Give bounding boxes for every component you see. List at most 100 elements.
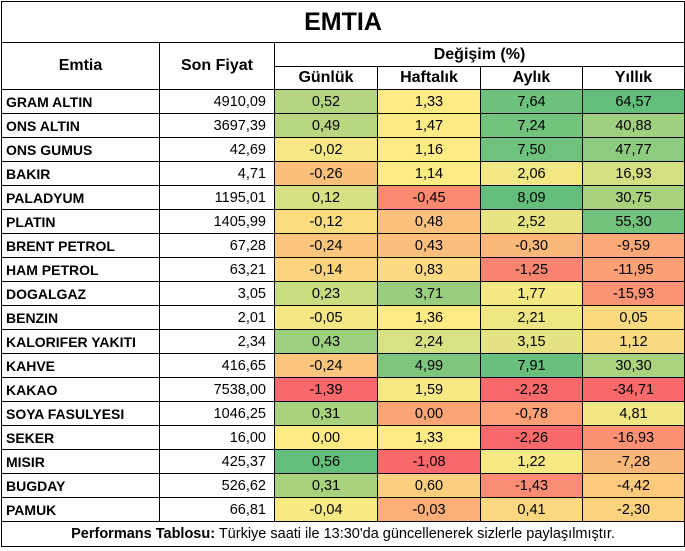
price-cell: 42,69 <box>159 137 275 162</box>
weekly-change-cell: 1,59 <box>377 377 481 402</box>
yearly-change-cell: -16,93 <box>581 425 685 450</box>
monthly-change-cell: -0,78 <box>480 401 583 426</box>
price-cell: 4910,09 <box>159 89 275 114</box>
commodity-name-cell: HAM PETROL <box>1 257 160 282</box>
price-cell: 16,00 <box>159 425 275 450</box>
daily-change-cell: -1,39 <box>274 377 378 402</box>
col-header-gunluk: Günlük <box>274 66 378 90</box>
yearly-change-cell: 4,81 <box>581 401 685 426</box>
table-row: BAKIR 4,71 -0,26 1,14 2,06 16,93 <box>1 161 685 186</box>
table-row: SOYA FASULYESI 1046,25 0,31 0,00 -0,78 4,81 <box>1 401 685 426</box>
monthly-change-cell: -1,43 <box>480 473 583 498</box>
monthly-change-cell: 2,52 <box>480 209 583 234</box>
price-cell: 416,65 <box>159 353 275 378</box>
monthly-change-cell: 8,09 <box>480 185 583 210</box>
price-cell: 2,01 <box>159 305 275 330</box>
commodity-name-cell: KAKAO <box>1 377 160 402</box>
yearly-change-cell: 30,75 <box>581 185 685 210</box>
table-row: SEKER 16,00 0,00 1,33 -2,26 -16,93 <box>1 425 685 450</box>
yearly-change-cell: -7,28 <box>581 449 685 474</box>
commodity-name-cell: ONS GUMUS <box>1 137 160 162</box>
table-row: KAKAO 7538,00 -1,39 1,59 -2,23 -34,71 <box>1 377 685 402</box>
yearly-change-cell: -15,93 <box>581 281 685 306</box>
monthly-change-cell: -2,26 <box>480 425 583 450</box>
commodity-name-cell: BAKIR <box>1 161 160 186</box>
weekly-change-cell: 0,83 <box>377 257 481 282</box>
table-row: PLATIN 1405,99 -0,12 0,48 2,52 55,30 <box>1 209 685 234</box>
commodity-name-cell: DOGALGAZ <box>1 281 160 306</box>
yearly-change-cell: 1,12 <box>581 329 685 354</box>
commodity-name-cell: BUGDAY <box>1 473 160 498</box>
commodity-name-cell: KALORIFER YAKITI <box>1 329 160 354</box>
table-row: BUGDAY 526,62 0,31 0,60 -1,43 -4,42 <box>1 473 685 498</box>
price-cell: 1405,99 <box>159 209 275 234</box>
table-footer: Performans Tablosu: Türkiye saati ile 13… <box>0 521 685 547</box>
col-header-emtia: Emtia <box>1 42 160 90</box>
weekly-change-cell: 1,33 <box>377 89 481 114</box>
yearly-change-cell: 30,30 <box>581 353 685 378</box>
weekly-change-cell: 1,36 <box>377 305 481 330</box>
col-header-aylik: Aylık <box>480 66 583 90</box>
table-title: EMTIA <box>0 1 685 43</box>
weekly-change-cell: 0,43 <box>377 233 481 258</box>
commodity-name-cell: PLATIN <box>1 209 160 234</box>
monthly-change-cell: -2,23 <box>480 377 583 402</box>
col-header-yillik: Yıllık <box>581 66 685 90</box>
monthly-change-cell: 7,91 <box>480 353 583 378</box>
table-row: PALADYUM 1195,01 0,12 -0,45 8,09 30,75 <box>1 185 685 210</box>
weekly-change-cell: -0,45 <box>377 185 481 210</box>
col-header-haftalik: Haftalık <box>377 66 481 90</box>
weekly-change-cell: -0,03 <box>377 497 481 522</box>
daily-change-cell: 0,43 <box>274 329 378 354</box>
daily-change-cell: 0,49 <box>274 113 378 138</box>
table-row: BENZIN 2,01 -0,05 1,36 2,21 0,05 <box>1 305 685 330</box>
price-cell: 3697,39 <box>159 113 275 138</box>
table-row: KAHVE 416,65 -0,24 4,99 7,91 30,30 <box>1 353 685 378</box>
daily-change-cell: 0,12 <box>274 185 378 210</box>
monthly-change-cell: 1,22 <box>480 449 583 474</box>
weekly-change-cell: 4,99 <box>377 353 481 378</box>
commodity-name-cell: GRAM ALTIN <box>1 89 160 114</box>
daily-change-cell: 0,31 <box>274 401 378 426</box>
commodity-name-cell: KAHVE <box>1 353 160 378</box>
table-row: BRENT PETROL 67,28 -0,24 0,43 -0,30 -9,59 <box>1 233 685 258</box>
price-cell: 67,28 <box>159 233 275 258</box>
daily-change-cell: 0,56 <box>274 449 378 474</box>
commodity-name-cell: BENZIN <box>1 305 160 330</box>
table-row: ONS GUMUS 42,69 -0,02 1,16 7,50 47,77 <box>1 137 685 162</box>
yearly-change-cell: -4,42 <box>581 473 685 498</box>
daily-change-cell: 0,23 <box>274 281 378 306</box>
price-cell: 66,81 <box>159 497 275 522</box>
table-row: ONS ALTIN 3697,39 0,49 1,47 7,24 40,88 <box>1 113 685 138</box>
daily-change-cell: -0,24 <box>274 353 378 378</box>
yearly-change-cell: 55,30 <box>581 209 685 234</box>
table-row: HAM PETROL 63,21 -0,14 0,83 -1,25 -11,95 <box>1 257 685 282</box>
yearly-change-cell: -9,59 <box>581 233 685 258</box>
daily-change-cell: 0,31 <box>274 473 378 498</box>
price-cell: 2,34 <box>159 329 275 354</box>
price-cell: 7538,00 <box>159 377 275 402</box>
daily-change-cell: -0,14 <box>274 257 378 282</box>
daily-change-cell: -0,02 <box>274 137 378 162</box>
monthly-change-cell: 7,24 <box>480 113 583 138</box>
daily-change-cell: 0,00 <box>274 425 378 450</box>
footer-label: Performans Tablosu: <box>71 526 216 542</box>
monthly-change-cell: -0,30 <box>480 233 583 258</box>
commodity-name-cell: PAMUK <box>1 497 160 522</box>
price-cell: 1195,01 <box>159 185 275 210</box>
monthly-change-cell: 0,41 <box>480 497 583 522</box>
price-cell: 3,05 <box>159 281 275 306</box>
price-cell: 425,37 <box>159 449 275 474</box>
weekly-change-cell: 0,48 <box>377 209 481 234</box>
price-cell: 526,62 <box>159 473 275 498</box>
weekly-change-cell: 0,00 <box>377 401 481 426</box>
yearly-change-cell: -34,71 <box>581 377 685 402</box>
yearly-change-cell: 64,57 <box>581 89 685 114</box>
daily-change-cell: 0,52 <box>274 89 378 114</box>
monthly-change-cell: 3,15 <box>480 329 583 354</box>
price-cell: 1046,25 <box>159 401 275 426</box>
yearly-change-cell: 0,05 <box>581 305 685 330</box>
price-cell: 4,71 <box>159 161 275 186</box>
commodity-name-cell: PALADYUM <box>1 185 160 210</box>
